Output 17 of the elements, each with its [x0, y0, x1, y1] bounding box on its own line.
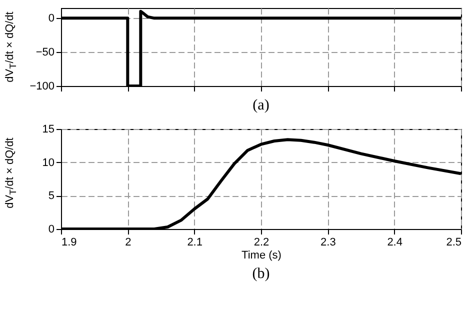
- x-tick-label: 1.9: [62, 236, 77, 248]
- text: (a): [252, 98, 270, 114]
- text: (b): [252, 266, 270, 282]
- x-tick-label: 2: [125, 236, 132, 248]
- y-tick-label: 15: [42, 124, 54, 136]
- x-axis-title: Time (s): [242, 250, 282, 262]
- x-tick-label: 2.5: [446, 236, 462, 248]
- x-tick-label: 2.4: [387, 236, 402, 248]
- x-tick-label: 2.1: [187, 236, 202, 248]
- x-tick-label: 2.2: [254, 236, 270, 248]
- x-tick-label: 2.3: [320, 236, 336, 248]
- y-tick-label: 5: [48, 190, 54, 202]
- y-tick-label: −100: [30, 80, 54, 92]
- y-tick-label: −50: [36, 46, 54, 59]
- y-tick-label: 0: [48, 12, 54, 25]
- y-tick-label: 10: [42, 156, 54, 169]
- y-tick-label: 0: [48, 224, 54, 236]
